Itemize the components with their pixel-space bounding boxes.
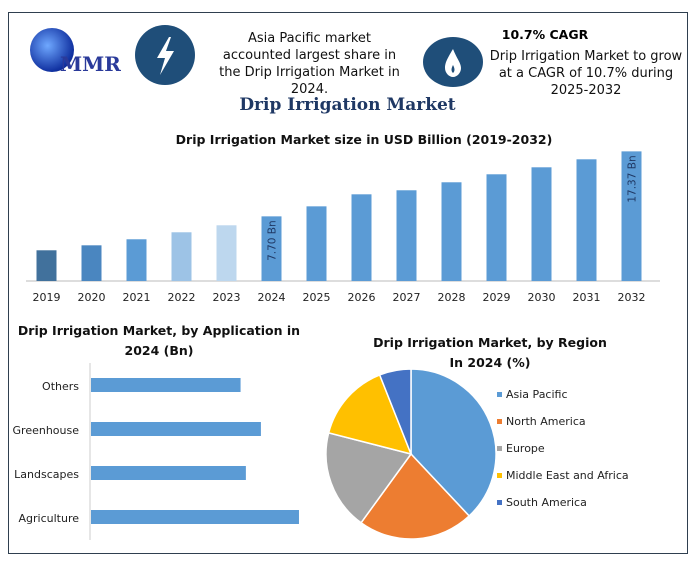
x-tick-label: 2027 <box>393 291 421 304</box>
legend-label: Europe <box>506 442 545 455</box>
x-tick-label: 2030 <box>528 291 556 304</box>
market-size-bar-chart: 2019 2020 2021 2022 2023 2024 7.70 Bn 2025 2026 2… <box>26 151 660 304</box>
bar-2025 <box>306 206 327 281</box>
data-label: 7.70 Bn <box>267 220 279 261</box>
x-tick-label: 2019 <box>33 291 61 304</box>
slice-south-america <box>378 368 412 455</box>
slice-north-america <box>359 452 471 540</box>
logo-text: MMR <box>60 52 121 76</box>
bar-2026 <box>351 194 372 281</box>
category-label: Greenhouse <box>13 424 80 437</box>
legend-label: North America <box>506 415 586 428</box>
bar-agriculture <box>91 510 299 524</box>
x-tick-label: 2023 <box>213 291 241 304</box>
legend-label: Asia Pacific <box>506 388 568 401</box>
slice-middle-east-and-africa <box>327 373 413 456</box>
bar-2024 <box>261 216 282 281</box>
stat-asia-pacific: Asia Pacific market accounted largest sh… <box>219 31 400 97</box>
region-pie-chart: Asia Pacific North America Europe Middle Ea… <box>325 368 629 540</box>
bar-landscapes <box>91 466 246 480</box>
legend-swatch <box>497 500 502 505</box>
flame-icon <box>423 37 483 87</box>
data-label: 17.37 Bn <box>627 155 639 202</box>
bar-others <box>91 378 241 392</box>
x-tick-label: 2024 <box>258 291 286 304</box>
x-tick-label: 2021 <box>123 291 151 304</box>
bar-chart-title: Drip Irrigation Market size in USD Billi… <box>175 132 553 147</box>
application-bar-chart: Others Greenhouse Landscapes Agriculture <box>13 363 299 540</box>
bar-2021 <box>126 239 147 281</box>
stat-cagr: Drip Irrigation Market to grow at a CAGR… <box>489 49 683 98</box>
bar-2028 <box>441 182 462 281</box>
bar-2020 <box>81 245 102 281</box>
slice-asia-pacific <box>410 368 497 518</box>
bar-2032 <box>621 151 642 281</box>
bar-2030 <box>531 167 552 281</box>
frame <box>8 12 688 554</box>
x-tick-label: 2029 <box>483 291 511 304</box>
page-title: Drip Irrigation Market <box>239 95 456 115</box>
x-tick-label: 2025 <box>303 291 331 304</box>
bar-2019 <box>36 250 57 281</box>
category-label: Landscapes <box>14 468 79 481</box>
bar-2023 <box>216 225 237 281</box>
bar-2027 <box>396 190 417 281</box>
legend-swatch <box>497 419 502 424</box>
x-tick-label: 2020 <box>78 291 106 304</box>
bar-2031 <box>576 159 597 281</box>
category-label: Agriculture <box>19 512 80 525</box>
x-tick-label: 2022 <box>168 291 196 304</box>
legend-label: South America <box>506 496 587 509</box>
x-tick-label: 2026 <box>348 291 376 304</box>
slice-europe <box>325 431 413 524</box>
category-label: Others <box>42 380 79 393</box>
bar-2022 <box>171 232 192 281</box>
legend-swatch <box>497 392 502 397</box>
lightning-icon <box>135 25 195 85</box>
cagr-title: 10.7% CAGR <box>501 27 589 42</box>
legend-swatch <box>497 473 502 478</box>
x-tick-label: 2031 <box>573 291 601 304</box>
bar-greenhouse <box>91 422 261 436</box>
legend-label: Middle East and Africa <box>506 469 629 482</box>
x-tick-label: 2028 <box>438 291 466 304</box>
application-chart-title: Drip Irrigation Market, by Application i… <box>17 323 301 358</box>
mmr-logo: MMR <box>22 28 132 88</box>
x-tick-label: 2032 <box>618 291 646 304</box>
globe-icon <box>30 28 74 72</box>
legend-swatch <box>497 446 502 451</box>
bar-2029 <box>486 174 507 281</box>
region-chart-title: Drip Irrigation Market, by Region In 202… <box>373 335 607 370</box>
